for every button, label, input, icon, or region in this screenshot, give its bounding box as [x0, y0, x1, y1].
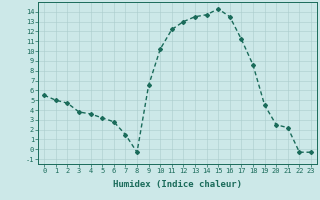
X-axis label: Humidex (Indice chaleur): Humidex (Indice chaleur) — [113, 180, 242, 189]
